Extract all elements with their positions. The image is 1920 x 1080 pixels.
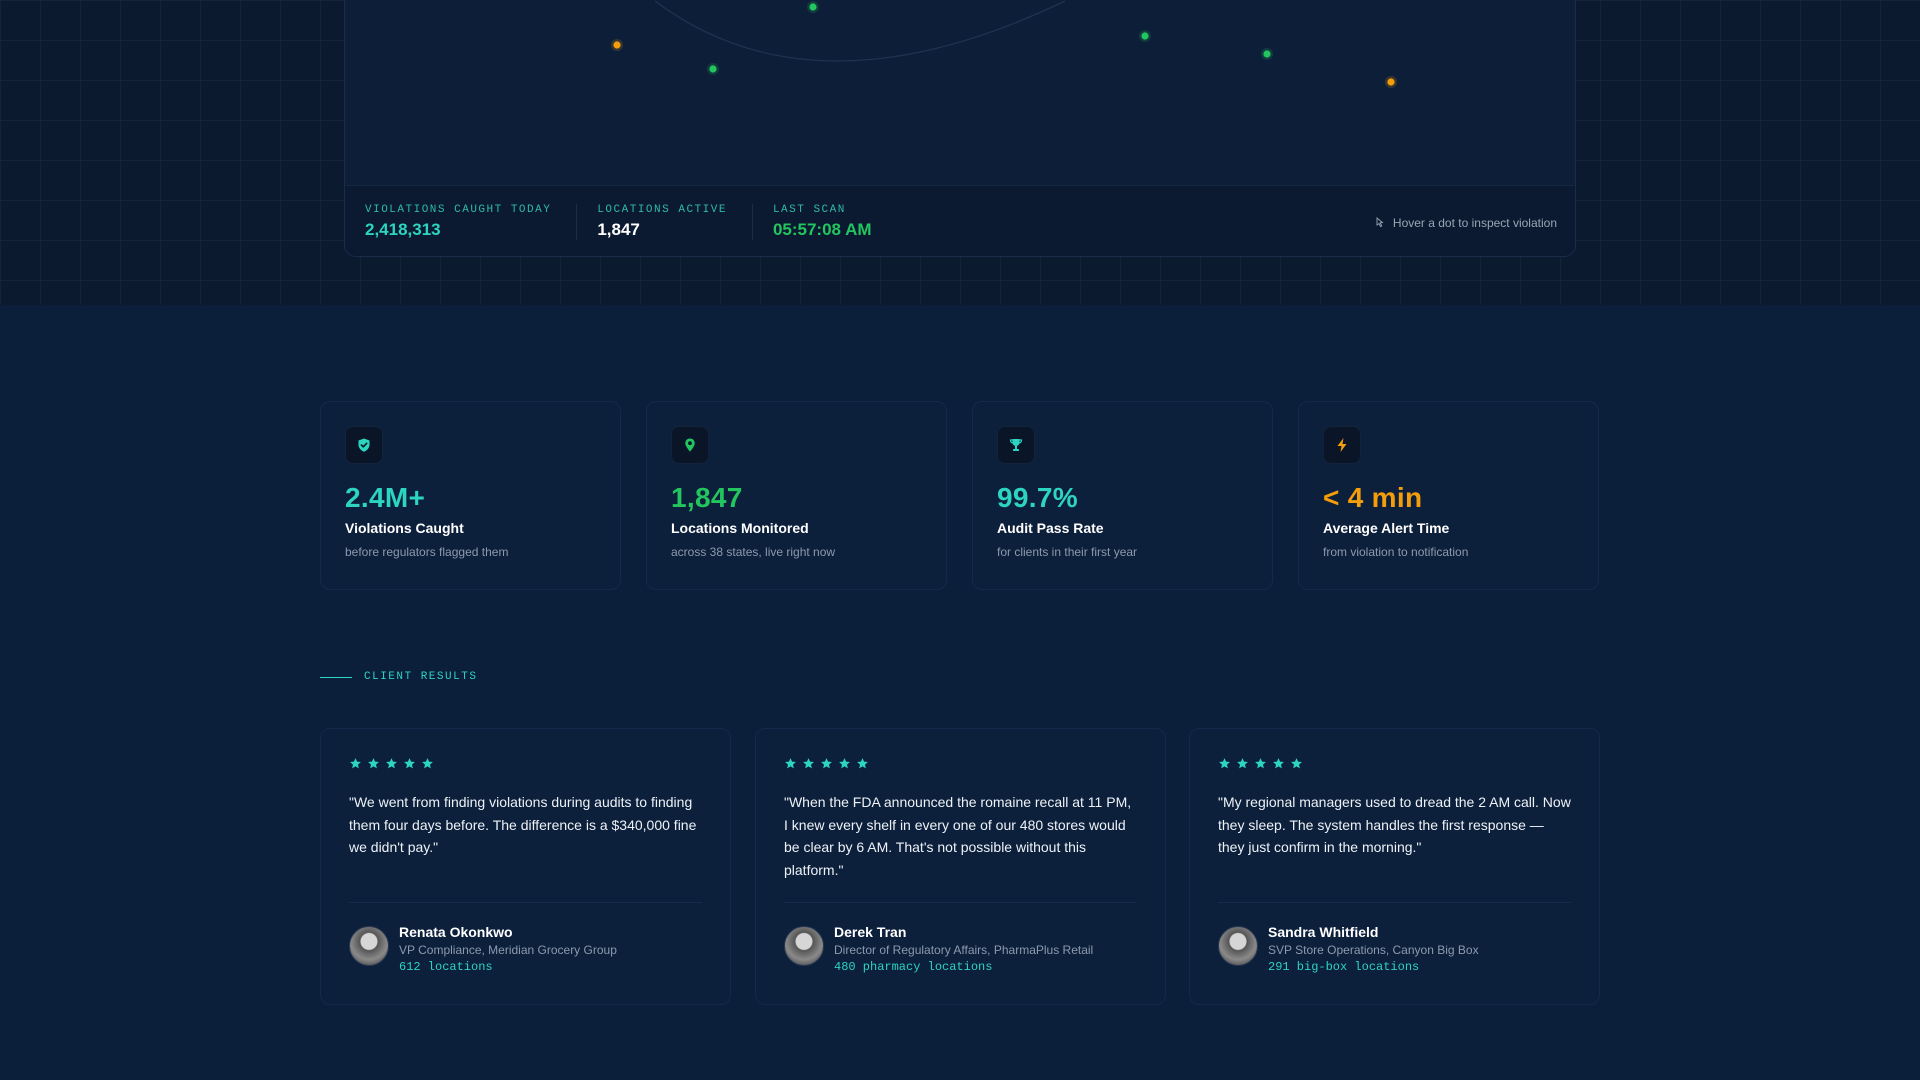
testimonial-quote: "When the FDA announced the romaine reca… <box>784 794 1132 878</box>
star-icon <box>1291 758 1302 769</box>
testimonial-author: Derek Tran Director of Regulatory Affair… <box>784 924 1093 974</box>
author-locations: 291 big-box locations <box>1268 960 1420 974</box>
avatar <box>1218 926 1258 966</box>
star-icon <box>1237 758 1248 769</box>
star-icon <box>422 758 433 769</box>
author-role: Director of Regulatory Affairs, PharmaPl… <box>834 943 1094 957</box>
stat-title: Audit Pass Rate <box>997 520 1104 536</box>
stat-value: < 4 min <box>1323 482 1423 513</box>
star-icon <box>857 758 868 769</box>
star-icon <box>785 758 796 769</box>
client-results-heading: CLIENT RESULTS <box>320 671 477 683</box>
map-canvas <box>611 0 1397 88</box>
map-dot-warning[interactable] <box>613 41 621 49</box>
testimonial-author: Sandra Whitfield SVP Store Operations, C… <box>1218 924 1479 974</box>
star-rating <box>1218 757 1571 771</box>
testimonial-card: "My regional managers used to dread the … <box>1189 728 1600 1005</box>
testimonial-author: Renata Okonkwo VP Compliance, Meridian G… <box>349 924 617 974</box>
stat-card-alert-time: < 4 min Average Alert Time from violatio… <box>1298 401 1599 590</box>
testimonial-card: "We went from finding violations during … <box>320 728 731 1005</box>
stat-card-violations: 2.4M+ Violations Caught before regulator… <box>320 401 621 590</box>
heading-rule <box>320 676 352 678</box>
star-icon <box>1255 758 1266 769</box>
live-map-section: VIOLATIONS CAUGHT TODAY 2,418,313 LOCATI… <box>0 0 1920 305</box>
violations-today-value: 2,418,313 <box>365 220 441 239</box>
star-rating <box>349 757 702 771</box>
author-role: VP Compliance, Meridian Grocery Group <box>399 943 617 957</box>
locations-active-stat: LOCATIONS ACTIVE 1,847 <box>577 204 753 240</box>
live-stats-bar: VIOLATIONS CAUGHT TODAY 2,418,313 LOCATI… <box>345 185 1575 256</box>
stat-title: Locations Monitored <box>671 520 809 536</box>
testimonial-quote: "We went from finding violations during … <box>349 794 697 855</box>
locations-active-value: 1,847 <box>597 220 640 239</box>
stat-value: 99.7% <box>997 482 1078 513</box>
last-scan-stat: LAST SCAN 05:57:08 AM <box>753 204 897 240</box>
last-scan-value: 05:57:08 AM <box>772 220 872 239</box>
star-icon <box>821 758 832 769</box>
stat-title: Violations Caught <box>345 520 464 536</box>
violations-today-stat: VIOLATIONS CAUGHT TODAY 2,418,313 <box>345 204 578 240</box>
star-icon <box>350 758 361 769</box>
map-dot-ok[interactable] <box>1141 32 1149 40</box>
star-icon <box>386 758 397 769</box>
stat-title: Average Alert Time <box>1323 520 1450 536</box>
stat-card-locations: 1,847 Locations Monitored across 38 stat… <box>646 401 947 590</box>
locations-active-label: LOCATIONS ACTIVE <box>597 204 727 216</box>
stat-subtitle: across 38 states, live right now <box>671 545 836 559</box>
testimonial-quote: "My regional managers used to dread the … <box>1218 794 1571 855</box>
star-icon <box>1219 758 1230 769</box>
map-pin-icon <box>671 426 709 464</box>
divider <box>1218 902 1571 903</box>
stat-subtitle: from violation to notification <box>1323 545 1469 559</box>
author-name: Sandra Whitfield <box>1268 924 1379 940</box>
divider <box>784 902 1137 903</box>
author-name: Renata Okonkwo <box>399 924 513 940</box>
divider <box>349 902 702 903</box>
stat-subtitle: for clients in their first year <box>997 545 1138 559</box>
star-icon <box>1273 758 1284 769</box>
testimonial-card: "When the FDA announced the romaine reca… <box>755 728 1166 1005</box>
last-scan-label: LAST SCAN <box>772 204 846 216</box>
map-dot-ok[interactable] <box>709 65 717 73</box>
live-map-panel: VIOLATIONS CAUGHT TODAY 2,418,313 LOCATI… <box>344 0 1576 257</box>
avatar <box>784 926 824 966</box>
map-dot-ok[interactable] <box>1263 50 1271 58</box>
hover-hint: Hover a dot to inspect violation <box>1373 216 1557 230</box>
star-icon <box>839 758 850 769</box>
map-dot-warning[interactable] <box>1387 78 1395 86</box>
violation-map <box>345 0 1575 185</box>
star-icon <box>368 758 379 769</box>
star-rating <box>784 757 1137 771</box>
map-dot-ok[interactable] <box>809 3 817 11</box>
author-locations: 612 locations <box>399 960 493 974</box>
avatar <box>349 926 389 966</box>
client-results-label: CLIENT RESULTS <box>364 671 478 683</box>
pointer-icon <box>1376 217 1384 228</box>
trophy-icon <box>997 426 1035 464</box>
map-arc <box>654 0 1066 62</box>
author-name: Derek Tran <box>834 924 907 940</box>
stat-subtitle: before regulators flagged them <box>345 545 509 559</box>
author-role: SVP Store Operations, Canyon Big Box <box>1268 943 1479 957</box>
author-locations: 480 pharmacy locations <box>834 960 993 974</box>
stat-card-audit: 99.7% Audit Pass Rate for clients in the… <box>972 401 1273 590</box>
stat-value: 2.4M+ <box>345 482 426 513</box>
violations-today-label: VIOLATIONS CAUGHT TODAY <box>365 204 552 216</box>
hover-hint-text: Hover a dot to inspect violation <box>1392 216 1557 230</box>
star-icon <box>803 758 814 769</box>
stat-value: 1,847 <box>671 482 743 513</box>
lightning-icon <box>1323 426 1361 464</box>
shield-check-icon <box>345 426 383 464</box>
star-icon <box>404 758 415 769</box>
